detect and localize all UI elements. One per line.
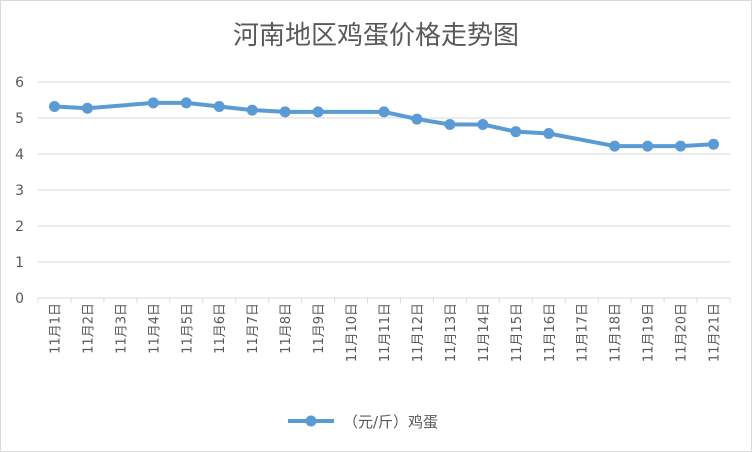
x-tick-label: 11月19日 (642, 303, 657, 362)
y-tick-label: 4 (15, 147, 24, 163)
data-point[interactable] (510, 126, 522, 138)
grid-lines (38, 81, 730, 299)
x-tick-label: 11月3日 (114, 303, 129, 354)
data-point[interactable] (609, 140, 621, 152)
data-point[interactable] (411, 113, 423, 125)
legend[interactable]: （元/斤）鸡蛋 (288, 413, 438, 431)
data-point[interactable] (48, 100, 60, 112)
data-point[interactable] (279, 106, 291, 118)
x-tick-label: 11月4日 (147, 303, 162, 354)
x-tick-label: 11月16日 (543, 303, 558, 362)
x-tick-label: 11月11日 (378, 303, 393, 362)
x-tick-label: 11月18日 (609, 303, 624, 362)
legend-dot-marker (305, 415, 317, 427)
x-tick-label: 11月9日 (312, 303, 327, 354)
data-point[interactable] (675, 140, 687, 152)
y-tick-label: 6 (15, 75, 24, 91)
x-tick-label: 11月13日 (444, 303, 459, 362)
data-point[interactable] (246, 104, 258, 116)
data-point[interactable] (708, 138, 720, 150)
series-layer (48, 97, 720, 152)
data-point[interactable] (444, 118, 456, 130)
data-point[interactable] (642, 140, 654, 152)
x-tick-label: 11月5日 (180, 303, 195, 354)
data-point[interactable] (213, 100, 225, 112)
x-axis: 11月1日 11月2日 11月3日 11月4日 11月5日 11月6日 11月7日 11月8日… (37, 298, 731, 362)
data-point[interactable] (477, 118, 489, 130)
x-tick-label: 11月14日 (477, 303, 492, 362)
x-tick-label: 11月7日 (246, 303, 261, 354)
y-tick-label: 3 (15, 183, 24, 199)
data-point[interactable] (147, 97, 159, 109)
y-axis: 0 1 2 3 4 5 6 (15, 75, 24, 307)
x-tick-label: 11月10日 (345, 303, 360, 362)
x-tick-label: 11月6日 (213, 303, 228, 354)
y-tick-label: 2 (15, 219, 24, 235)
data-point[interactable] (180, 97, 192, 109)
x-tick-label: 11月21日 (708, 303, 723, 362)
x-tick-label: 11月15日 (510, 303, 525, 362)
chart-title: 河南地区鸡蛋价格走势图 (233, 21, 519, 51)
data-point[interactable] (81, 102, 93, 114)
x-tick-label: 11月2日 (81, 303, 96, 354)
legend-label: （元/斤）鸡蛋 (343, 413, 438, 431)
x-tick-label: 11月8日 (279, 303, 294, 354)
y-tick-label: 0 (15, 291, 24, 307)
x-tick-label: 11月12日 (411, 303, 426, 362)
data-point[interactable] (378, 106, 390, 118)
y-tick-label: 5 (15, 111, 24, 127)
x-tick-label: 11月17日 (576, 303, 591, 362)
x-tick-label: 11月20日 (675, 303, 690, 362)
x-tick-label: 11月1日 (48, 303, 63, 354)
data-point[interactable] (312, 106, 324, 118)
data-point[interactable] (543, 127, 555, 139)
y-tick-label: 1 (15, 255, 24, 271)
